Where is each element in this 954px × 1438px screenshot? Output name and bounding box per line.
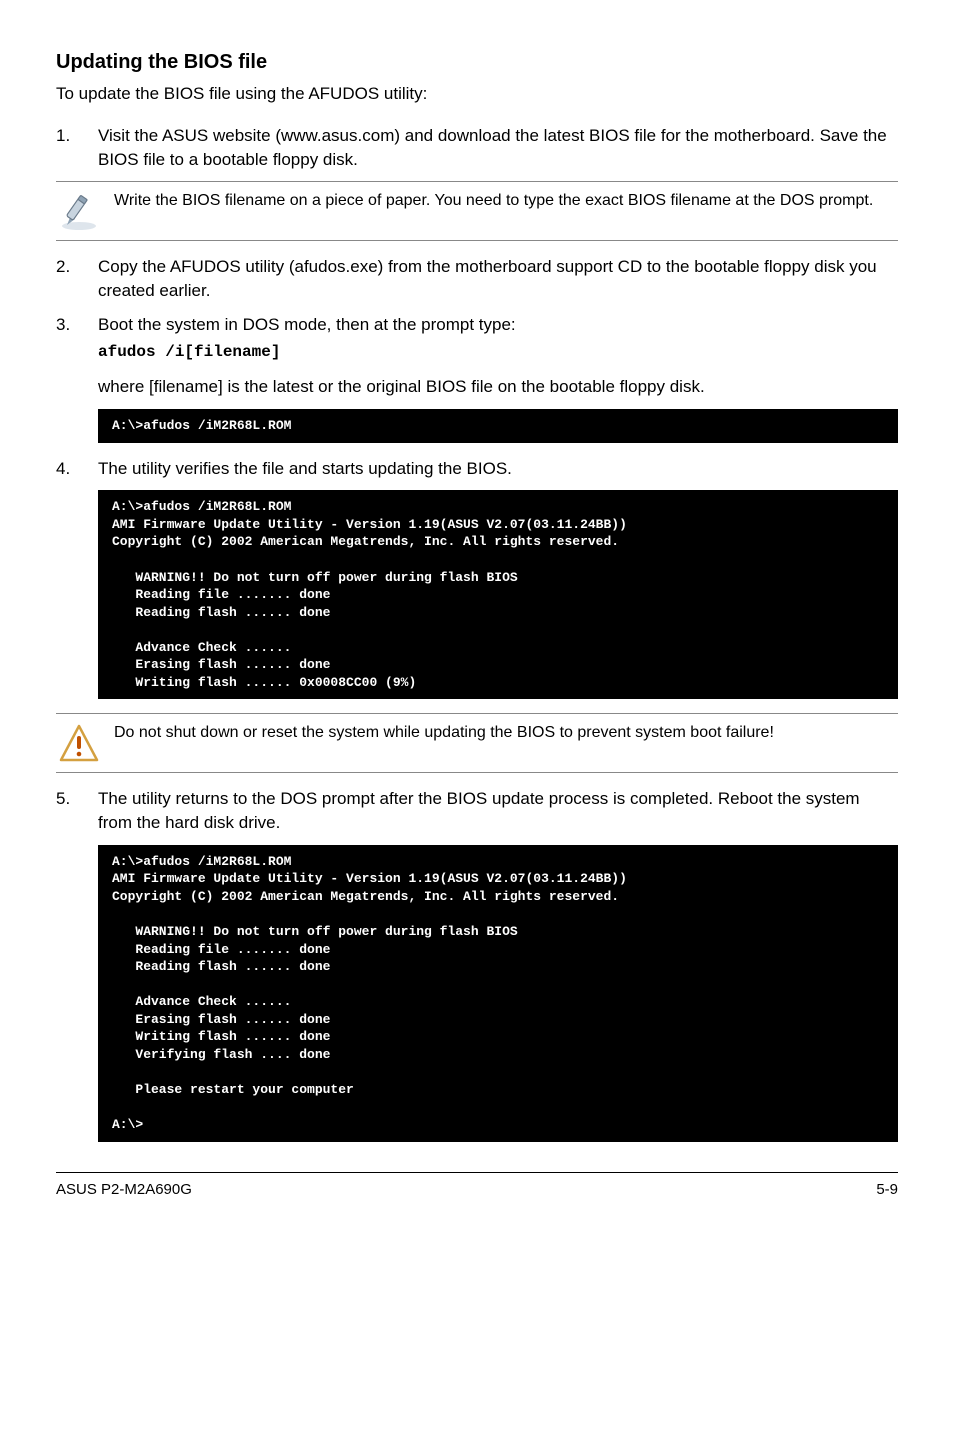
step-text: The utility returns to the DOS prompt af… [98, 787, 898, 835]
section-heading: Updating the BIOS file [56, 48, 898, 76]
note-text: Write the BIOS filename on a piece of pa… [114, 190, 898, 212]
step-number: 2. [56, 255, 98, 303]
step-3-note: where [filename] is the latest or the or… [98, 375, 898, 399]
intro-text: To update the BIOS file using the AFUDOS… [56, 82, 898, 106]
step-5: 5. The utility returns to the DOS prompt… [56, 787, 898, 835]
step-number: 4. [56, 457, 98, 481]
step-text: Copy the AFUDOS utility (afudos.exe) fro… [98, 255, 898, 303]
footer-left: ASUS P2-M2A690G [56, 1179, 192, 1200]
step-number: 3. [56, 313, 98, 399]
note-pencil: Write the BIOS filename on a piece of pa… [56, 181, 898, 241]
step-number: 1. [56, 124, 98, 172]
step-4: 4. The utility verifies the file and sta… [56, 457, 898, 481]
note-text: Do not shut down or reset the system whi… [114, 722, 898, 744]
pencil-icon [56, 190, 114, 232]
steps-list: 1. Visit the ASUS website (www.asus.com)… [56, 124, 898, 172]
step-text: Boot the system in DOS mode, then at the… [98, 313, 898, 399]
page-footer: ASUS P2-M2A690G 5-9 [56, 1172, 898, 1200]
step-1: 1. Visit the ASUS website (www.asus.com)… [56, 124, 898, 172]
step-3-text: Boot the system in DOS mode, then at the… [98, 313, 898, 337]
terminal-output-3: A:\>afudos /iM2R68L.ROM AMI Firmware Upd… [98, 845, 898, 1142]
command-text: afudos /i[filename] [98, 341, 898, 363]
step-2: 2. Copy the AFUDOS utility (afudos.exe) … [56, 255, 898, 303]
steps-list-cont: 2. Copy the AFUDOS utility (afudos.exe) … [56, 255, 898, 399]
step-number: 5. [56, 787, 98, 835]
step-text: Visit the ASUS website (www.asus.com) an… [98, 124, 898, 172]
step-3: 3. Boot the system in DOS mode, then at … [56, 313, 898, 399]
step-text: The utility verifies the file and starts… [98, 457, 898, 481]
footer-right: 5-9 [876, 1179, 898, 1200]
note-warning: Do not shut down or reset the system whi… [56, 713, 898, 773]
warning-icon [56, 722, 114, 764]
terminal-output-2: A:\>afudos /iM2R68L.ROM AMI Firmware Upd… [98, 490, 898, 699]
terminal-output-1: A:\>afudos /iM2R68L.ROM [98, 409, 898, 443]
steps-list-cont3: 5. The utility returns to the DOS prompt… [56, 787, 898, 835]
steps-list-cont2: 4. The utility verifies the file and sta… [56, 457, 898, 481]
